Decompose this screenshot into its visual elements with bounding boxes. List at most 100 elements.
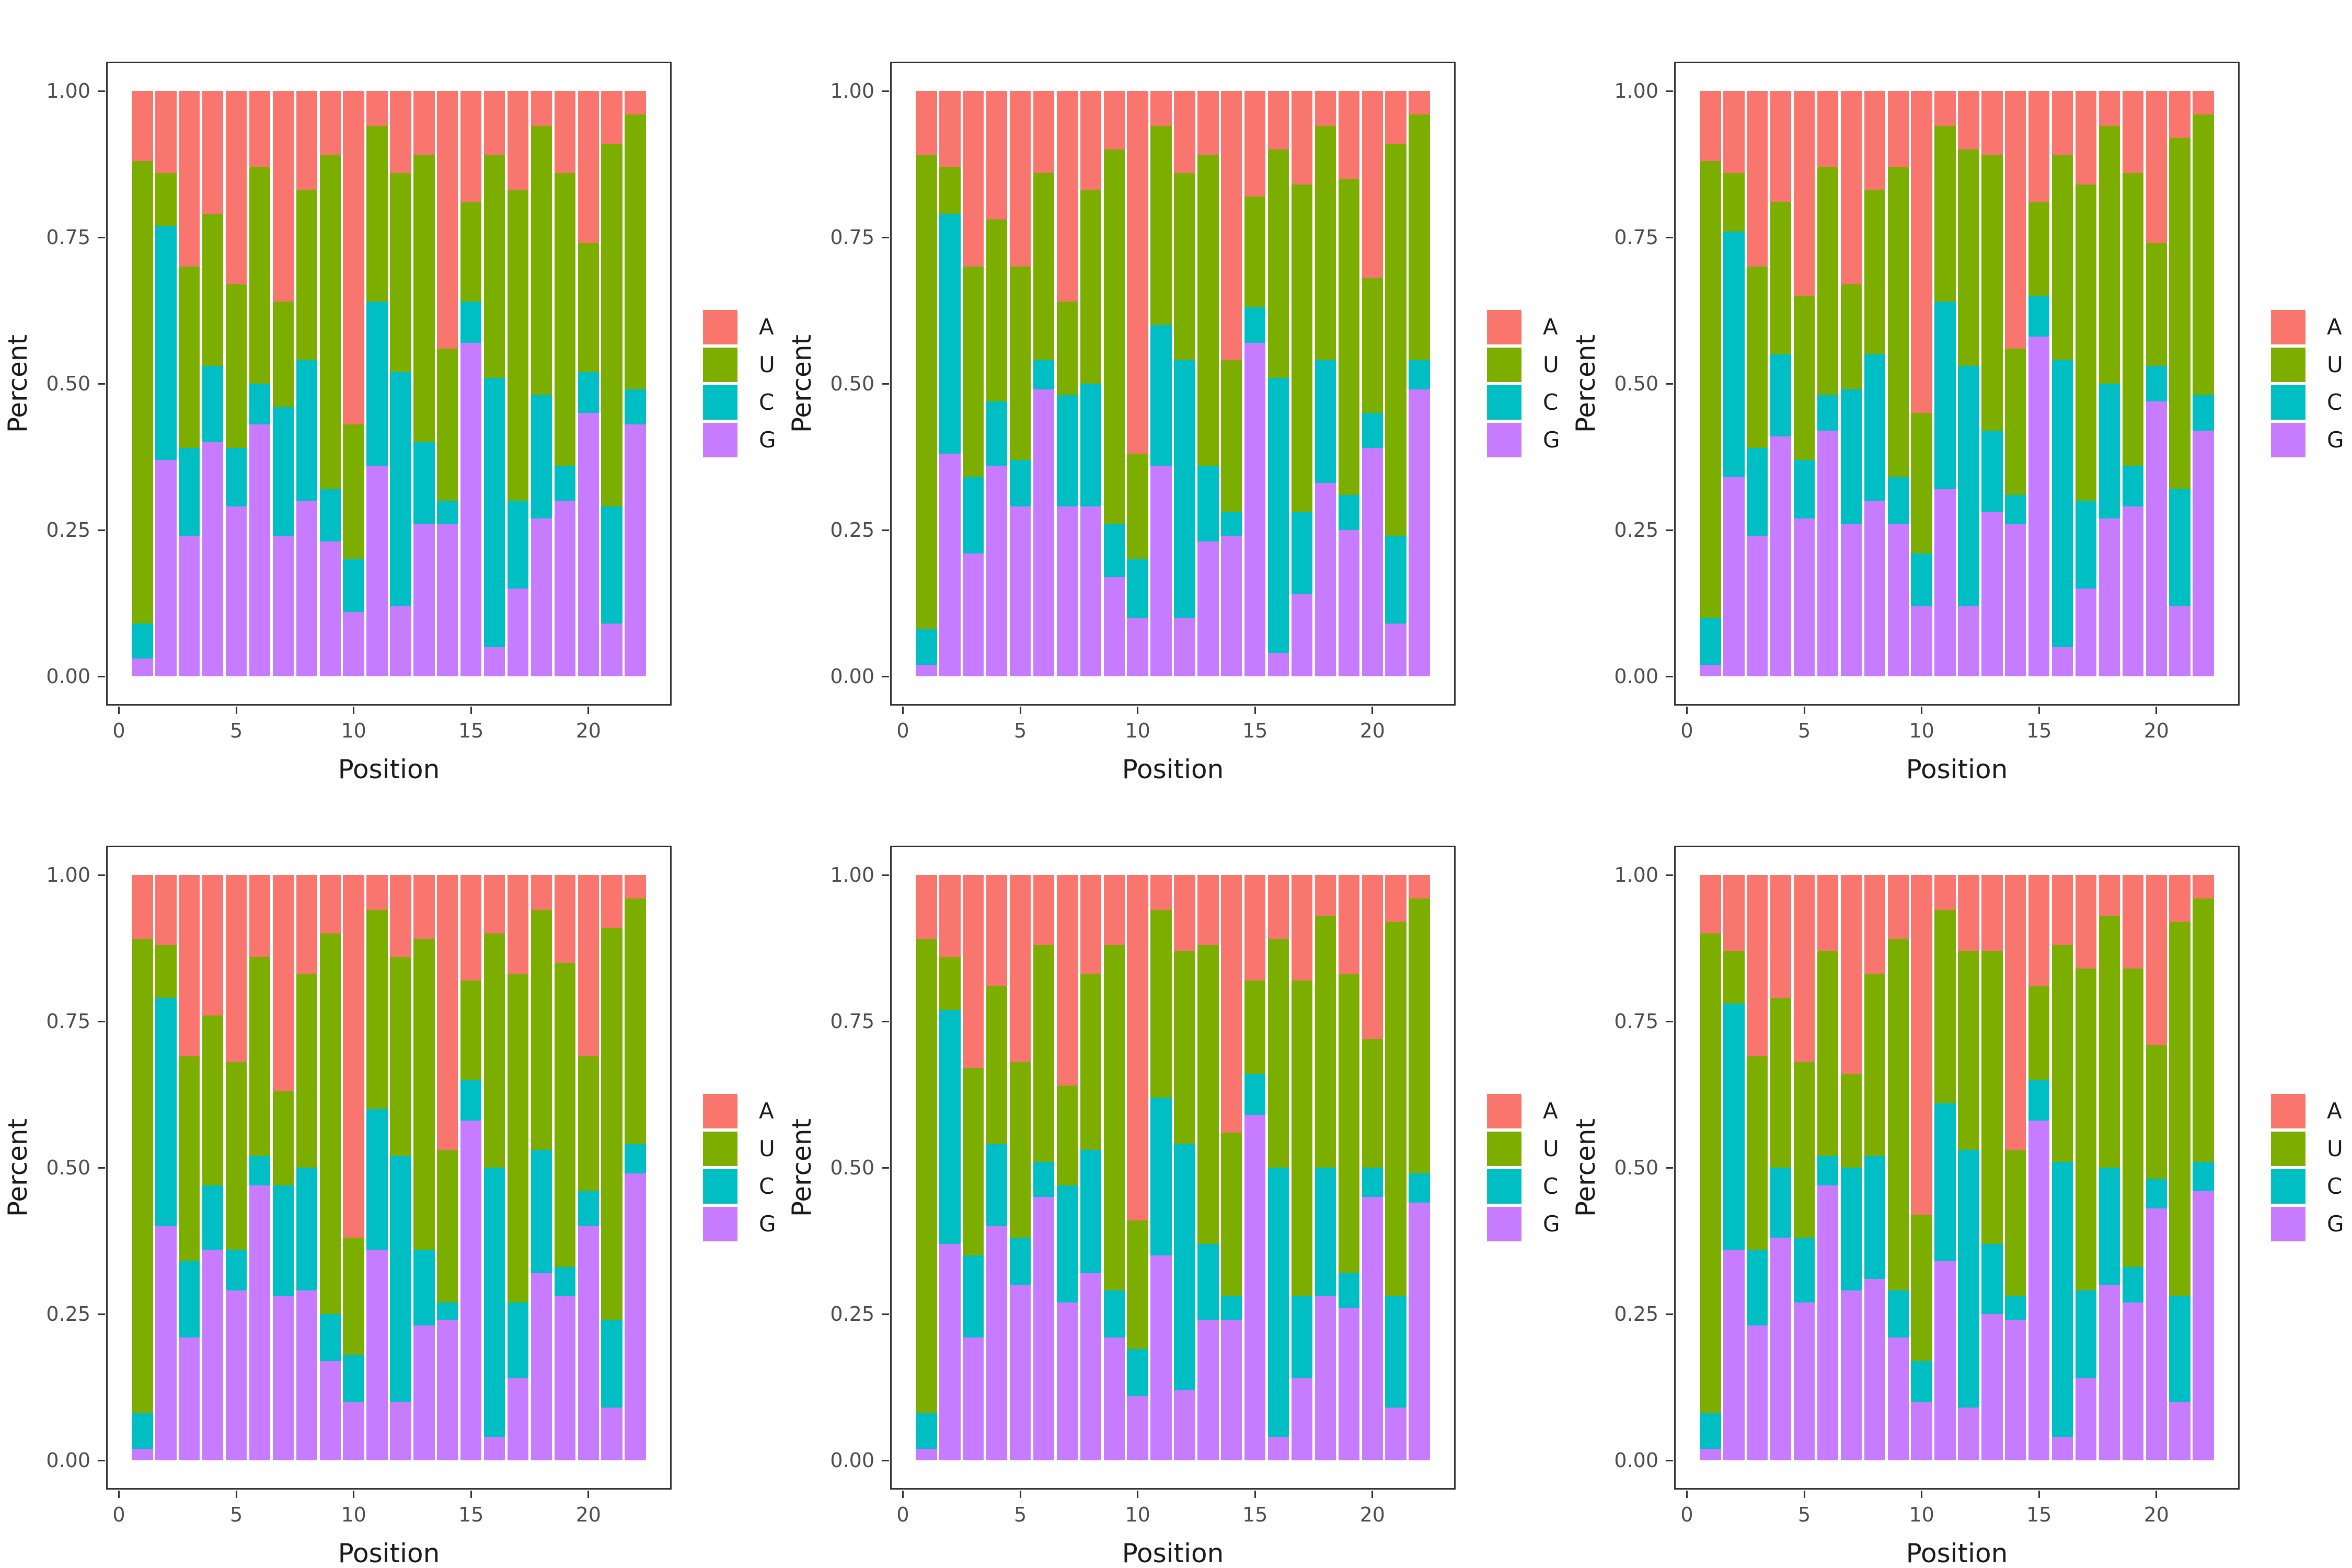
x-tick-mark [118, 1491, 120, 1498]
bar-segment-A [366, 875, 388, 910]
bar-segment-G [1150, 465, 1172, 676]
bar-segment-G [1338, 1308, 1360, 1460]
bar-segment-A [1409, 875, 1430, 898]
bar-segment-U [1793, 1062, 1815, 1238]
bar-segment-G [1385, 1408, 1406, 1460]
bar-segment-G [1934, 489, 1956, 676]
bar-segment-A [1981, 91, 2003, 156]
bar-segment-G [1840, 1290, 1862, 1460]
bar-segment-A [1244, 875, 1266, 981]
y-tick-label: 0.50 [46, 1156, 90, 1179]
bar-segment-C [1103, 1290, 1125, 1338]
bar-segment-A [1934, 91, 1956, 126]
bar-segment-U [483, 933, 505, 1168]
bar-segment-A [1291, 91, 1313, 185]
bar-segment-U [1793, 296, 1815, 460]
x-tick-label: 15 [2026, 1503, 2052, 1526]
bar-segment-C [1080, 384, 1101, 507]
bar-segment-G [1056, 506, 1078, 676]
y-axis-title: Percent [1571, 334, 1601, 433]
bar-segment-U [2028, 202, 2050, 296]
bar-segment-G [179, 536, 200, 676]
bar-segment-C [225, 1249, 247, 1291]
x-tick-label: 5 [1797, 1503, 1811, 1526]
y-tick-label: 0.50 [46, 372, 90, 395]
bar-segment-A [1150, 91, 1172, 126]
bar-segment-C [1221, 1296, 1242, 1320]
bar-segment-C [1409, 360, 1430, 390]
bar-segment-U [963, 1068, 984, 1255]
bar-segment-G [2051, 1437, 2073, 1460]
legend-label-u: U [1543, 352, 1559, 377]
bar-segment-C [578, 1191, 599, 1226]
bar-segment-C [2075, 501, 2097, 589]
y-tick-mark [98, 1313, 105, 1315]
bar-segment-A [272, 91, 294, 302]
bar-segment-C [2005, 494, 2026, 524]
bar-segment-C [625, 389, 646, 425]
bar-segment-A [1840, 91, 1862, 284]
x-tick-mark [1686, 707, 1688, 714]
x-tick-label: 20 [1359, 1503, 1385, 1526]
bar-segment-U [413, 155, 435, 442]
bar-segment-G [483, 1437, 505, 1460]
bar-segment-U [460, 202, 482, 302]
bar-segment-U [1981, 155, 2003, 431]
y-tick-label: 0.25 [1614, 1302, 1658, 1325]
legend-label-a: A [1543, 1098, 1558, 1124]
chart-cell-panel-1: 0.00 0.25 0.50 0.75 1.00 0 5 10 15 20 Position Perc… [0, 0, 784, 784]
bar-segment-A [2099, 91, 2120, 126]
bar-segment-G [2146, 401, 2167, 676]
bar-segment-U [1840, 284, 1862, 390]
bar-segment-A [963, 91, 984, 267]
bar-segment-U [437, 348, 458, 501]
bar-segment-U [1385, 921, 1406, 1297]
bar-segment-G [225, 506, 247, 676]
bar-segment-C [319, 489, 341, 542]
bar-segment-U [1385, 143, 1406, 536]
bar-segment-A [249, 875, 271, 957]
bar-segment-C [1864, 1156, 1885, 1279]
bar-segment-A [155, 875, 177, 946]
bar-segment-U [1958, 951, 1979, 1150]
bar-segment-U [1244, 196, 1266, 308]
bar-segment-G [390, 606, 411, 676]
bar-segment-C [963, 1255, 984, 1338]
bar-segment-U [390, 172, 411, 372]
bar-segment-C [413, 1249, 435, 1326]
legend-label-a: A [2327, 1098, 2342, 1124]
bar-segment-G [1127, 1396, 1148, 1460]
bar-segment-A [1174, 875, 1195, 951]
bar-segment-U [1911, 413, 1932, 554]
bar-segment-C [1911, 553, 1932, 606]
bar-segment-G [1700, 1448, 1721, 1460]
bar-segment-G [2146, 1208, 2167, 1460]
bar-segment-C [1793, 1238, 1815, 1302]
bar-segment-U [1911, 1214, 1932, 1361]
bar-segment-A [1887, 875, 1909, 940]
y-tick-label: 1.00 [830, 863, 874, 886]
bar-segment-G [483, 647, 505, 676]
bar-segment-C [249, 384, 271, 425]
bar-segment-A [1981, 875, 2003, 951]
bar-segment-U [437, 1150, 458, 1302]
bar-segment-U [986, 220, 1008, 401]
bar-segment-G [132, 659, 153, 676]
bar-segment-A [225, 91, 247, 284]
plot-panel [890, 62, 1456, 706]
bar-segment-A [2169, 875, 2190, 922]
y-tick-mark [882, 874, 889, 876]
bar-segment-C [1127, 1349, 1148, 1396]
legend-key-c [2271, 385, 2305, 420]
bar-segment-A [531, 91, 552, 126]
bar-segment-A [2075, 875, 2097, 969]
bar-segment-C [1840, 1168, 1862, 1291]
bar-segment-C [390, 1156, 411, 1402]
bar-segment-G [1362, 448, 1383, 676]
bar-segment-A [625, 91, 646, 114]
x-tick-label: 5 [1013, 1503, 1027, 1526]
y-tick-mark [882, 529, 889, 531]
bar-segment-A [916, 91, 937, 156]
x-tick-label: 0 [1680, 1503, 1693, 1526]
bar-segment-A [483, 91, 505, 156]
